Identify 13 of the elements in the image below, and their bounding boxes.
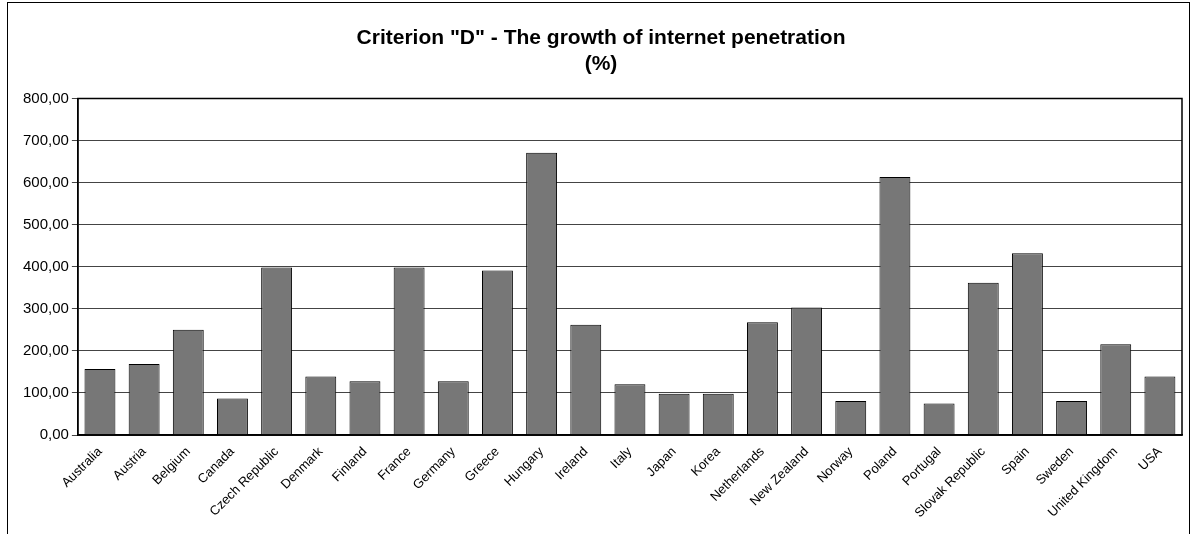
x-tick-label: USA <box>1135 443 1165 474</box>
y-tick-label: 300,00 <box>22 298 69 316</box>
y-tick-label: 200,00 <box>22 341 69 359</box>
y-tick-label: 400,00 <box>22 256 69 274</box>
y-tick-label: 0,00 <box>39 425 69 443</box>
y-tick-label: 700,00 <box>22 130 69 148</box>
y-tick-label: 800,00 <box>22 88 69 106</box>
text: Criterion "D" - The growth of internet penetration <box>356 25 846 49</box>
y-tick-label: 600,00 <box>22 172 69 190</box>
y-tick-label: 100,00 <box>22 383 69 401</box>
x-tick-label: Italy <box>607 443 635 472</box>
text: (%) <box>584 50 618 74</box>
y-tick-label: 500,00 <box>22 214 69 232</box>
